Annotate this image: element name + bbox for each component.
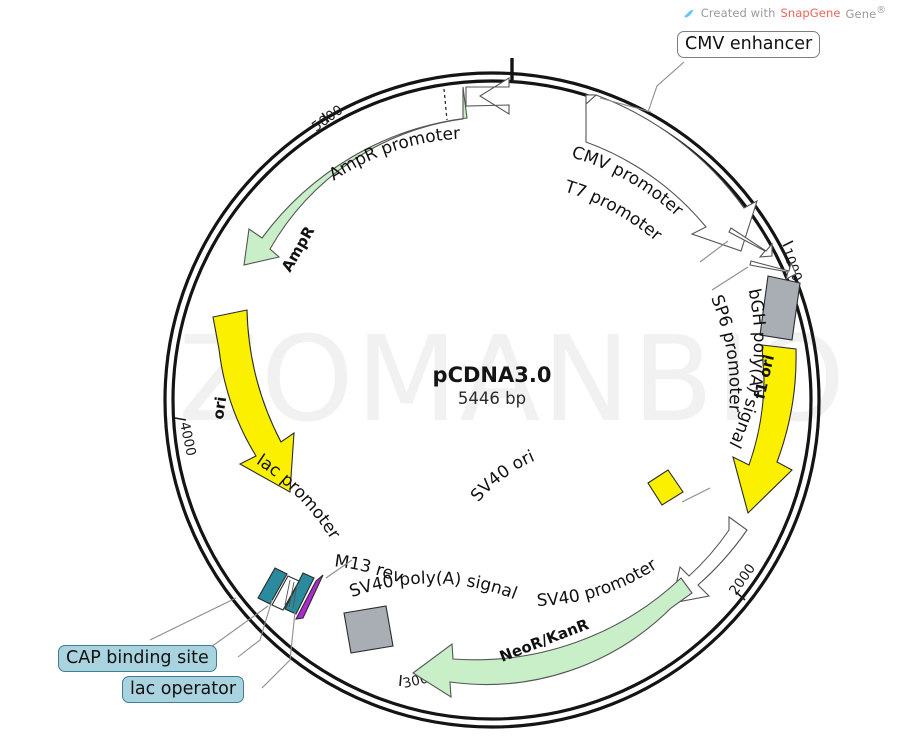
plasmid-name: pCDNA3.0 (433, 363, 552, 387)
leader-cap-binding-site (237, 599, 273, 658)
feature-cmv-enhancer[interactable] (585, 94, 598, 106)
feature-lac-operator[interactable] (271, 575, 300, 611)
tick-4000: 4000 (174, 417, 199, 458)
leader-inner-sv40prom (681, 487, 711, 503)
feature-sp6-promoter[interactable] (749, 260, 797, 281)
callout-label-cmv-enhancer: CMV enhancer (685, 34, 813, 54)
feature-text-sv40-ori: SV40 ori (467, 447, 537, 506)
leader-cmv-enhancer (647, 61, 685, 113)
feature-text-lac-promoter: lac promoter (253, 451, 344, 543)
leader-inner-cap (149, 597, 237, 641)
feature-sv40-polya-signal[interactable] (343, 605, 394, 654)
feature-ampr-promoter[interactable] (465, 77, 510, 115)
credit-brand-gene: Gene® (845, 5, 886, 21)
leader-inner-sp6 (711, 266, 749, 291)
tick-label-5000: 5000 (309, 102, 346, 135)
feature-cmv-promoter[interactable] (585, 94, 758, 252)
leader-lac-operator (261, 611, 296, 689)
feature-text-ampr-promoter: AmpR promoter (325, 124, 460, 185)
callout-cmv-enhancer[interactable]: CMV enhancer (677, 31, 821, 58)
callout-lac-operator[interactable]: lac operator (122, 676, 245, 703)
callout-cap-binding-site[interactable]: CAP binding site (58, 645, 217, 672)
watermark-text: ZOMANBIO (178, 310, 847, 448)
feature-sv40-ori[interactable] (647, 469, 684, 506)
plasmid-backbone (163, 71, 821, 729)
credit-prefix: Created with (700, 5, 776, 20)
feature-label-ori: ori (209, 395, 230, 420)
leader-inner-m13rev (325, 559, 353, 579)
credit-brand-snap: SnapGene (780, 5, 841, 20)
tick-5000: 5000 (309, 102, 346, 135)
feature-bgh-polya-signal[interactable] (759, 275, 801, 341)
feature-t7-promoter[interactable] (728, 227, 773, 258)
feature-sv40-promoter[interactable] (671, 515, 748, 604)
feature-m13-rev[interactable] (295, 574, 324, 620)
tick-label-4000: 4000 (176, 421, 199, 458)
snapgene-credit: Created with SnapGene Gene® (683, 5, 886, 21)
feature-label-ampr: AmpR (278, 223, 319, 275)
leader-inner-cmv-enhancer (599, 97, 652, 113)
callout-label-lac-operator: lac operator (130, 679, 237, 699)
leader-inner-t7 (699, 240, 729, 263)
feature-text-sv40-promoter: SV40 promoter (536, 555, 660, 611)
feature-cap-binding-site[interactable] (257, 567, 288, 605)
feature-ampr[interactable]: AmpR (243, 86, 468, 275)
plasmid-size: 5446 bp (458, 389, 526, 408)
callout-label-cap-binding-site: CAP binding site (66, 648, 209, 668)
feature-ori[interactable]: ori (209, 309, 295, 493)
snapgene-logo-icon (683, 7, 696, 20)
